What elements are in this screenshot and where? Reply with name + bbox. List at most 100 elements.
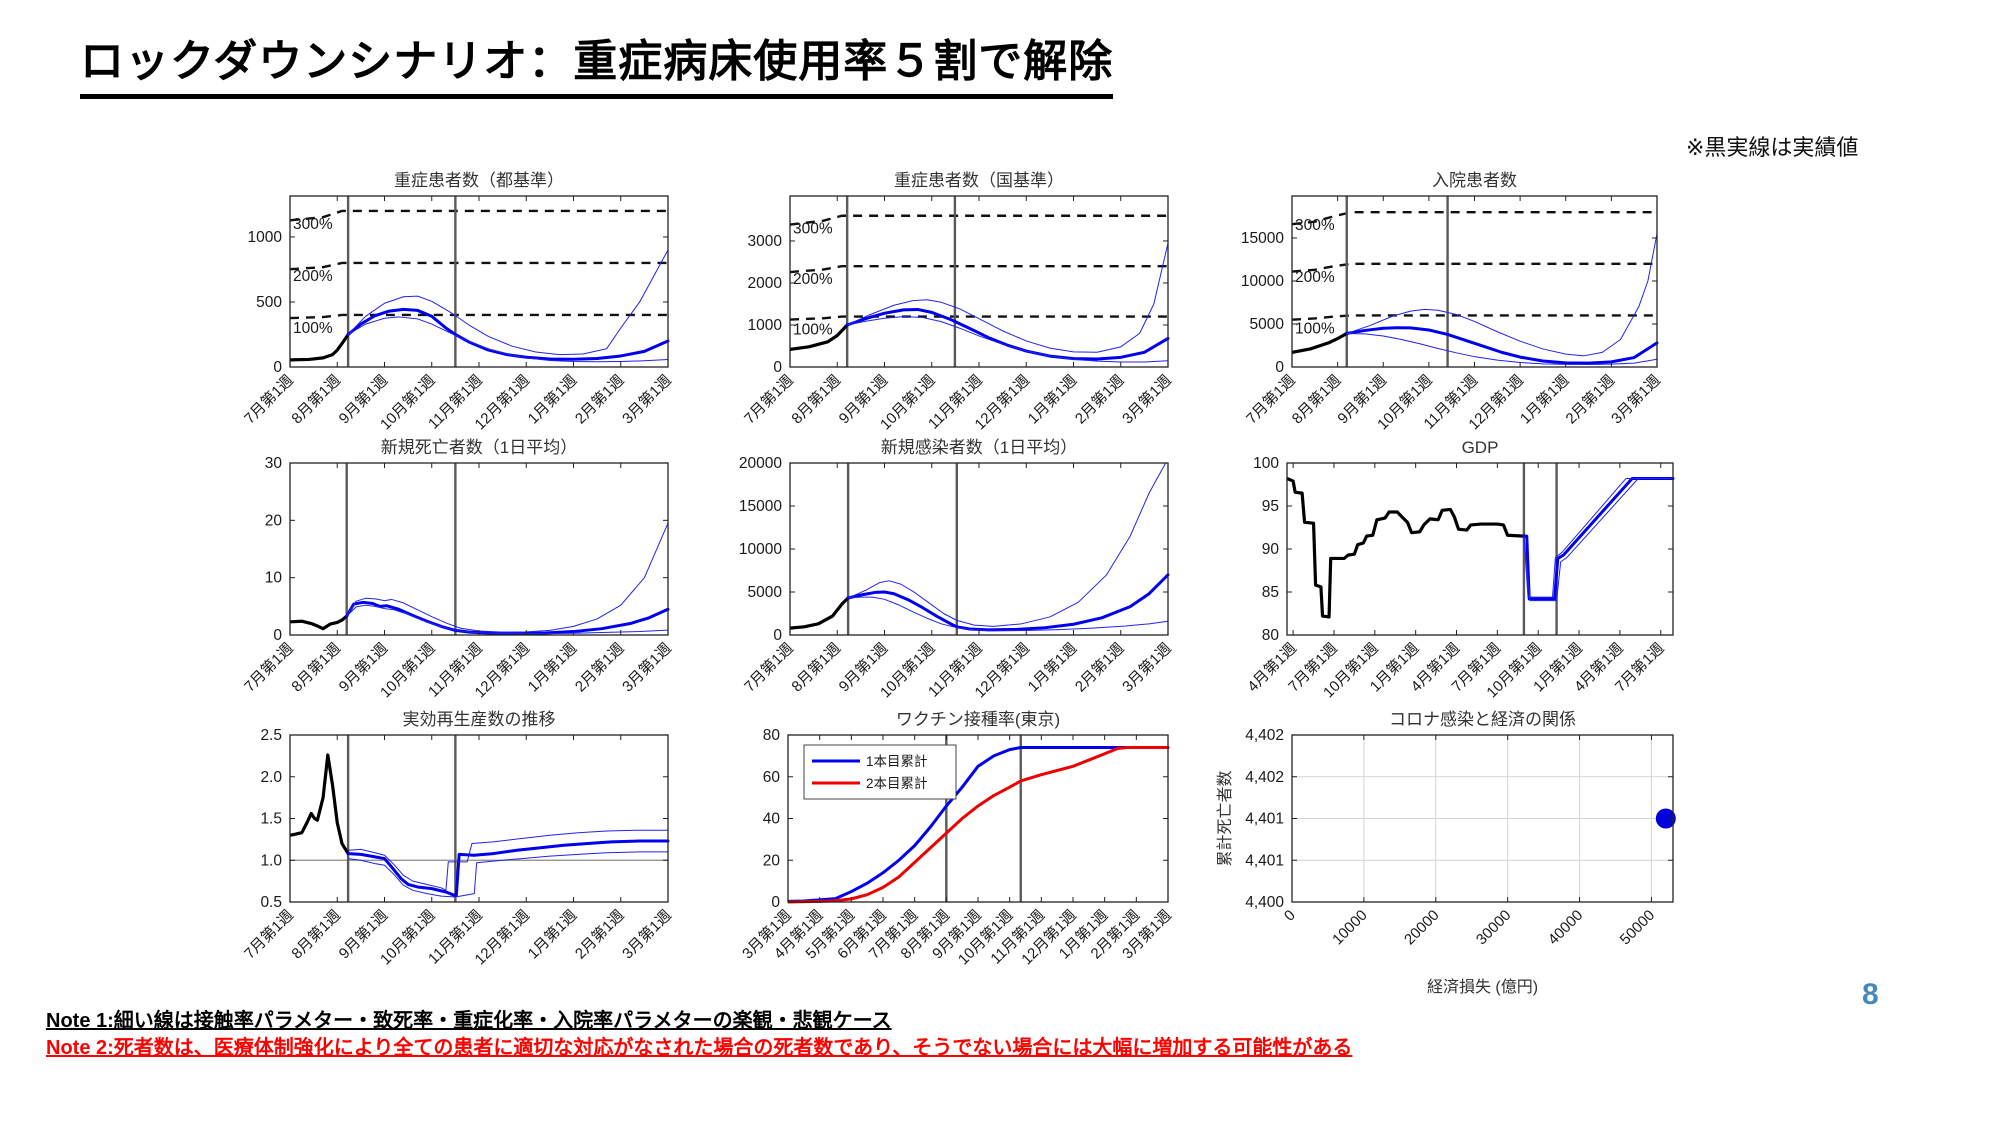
- svg-text:10: 10: [265, 570, 283, 587]
- svg-text:新規死亡者数（1日平均）: 新規死亡者数（1日平均）: [381, 438, 577, 457]
- svg-text:0.5: 0.5: [260, 894, 282, 911]
- note-1: Note 1:細い線は接触率パラメター・致死率・重症化率・入院率パラメターの楽観…: [46, 1010, 892, 1032]
- svg-text:新規感染者数（1日平均）: 新規感染者数（1日平均）: [881, 438, 1077, 457]
- svg-text:200%: 200%: [293, 268, 333, 285]
- svg-text:0: 0: [771, 894, 780, 911]
- svg-text:15000: 15000: [1241, 230, 1284, 247]
- svg-text:4,400: 4,400: [1245, 894, 1284, 911]
- chart-new-deaths-daily-average: 7月第1週 8月第1週 9月第1週 10月第1週 11月第1週 12月第1週 1月第1週 2月…: [190, 433, 690, 735]
- chart-canvas: 100%200%300%7月第1週8月第1週9月第1週10月第1週11月第1週1…: [1241, 171, 1664, 433]
- svg-text:8月第1週: 8月第1週: [788, 371, 844, 427]
- chart-canvas: 3月第1週4月第1週5月第1週6月第1週7月第1週8月第1週9月第1週10月第1…: [738, 710, 1174, 968]
- svg-text:95: 95: [1262, 498, 1279, 515]
- svg-text:500: 500: [256, 294, 282, 311]
- svg-text:8月第1週: 8月第1週: [788, 639, 844, 695]
- svg-text:10000: 10000: [1241, 273, 1284, 290]
- svg-text:1月第1週: 1月第1週: [524, 639, 580, 695]
- svg-text:2月第1週: 2月第1週: [1071, 371, 1127, 427]
- svg-text:累計死亡者数: 累計死亡者数: [1216, 770, 1234, 866]
- svg-text:50000: 50000: [1617, 907, 1659, 949]
- svg-text:8月第1週: 8月第1週: [288, 639, 344, 695]
- svg-text:60: 60: [763, 769, 781, 786]
- svg-text:5000: 5000: [1250, 316, 1285, 333]
- svg-text:0: 0: [773, 359, 782, 376]
- svg-text:1本目累計: 1本目累計: [866, 754, 928, 769]
- svg-text:7月第1週: 7月第1週: [1242, 371, 1298, 427]
- chart-vaccination-rate-tokyo: 3月第1週 4月第1週 5月第1週 6月第1週 7月第1週 8月第1週 9月第1週 10月第1…: [688, 705, 1190, 1002]
- svg-text:2000: 2000: [748, 275, 783, 292]
- svg-text:経済損失 (億円): 経済損失 (億円): [1427, 978, 1538, 996]
- svg-text:重症患者数（都基準）: 重症患者数（都基準）: [394, 171, 564, 190]
- svg-text:3月第1週: 3月第1週: [618, 906, 674, 962]
- svg-text:90: 90: [1262, 541, 1280, 558]
- chart-canvas: 7月第1週8月第1週9月第1週10月第1週11月第1週12月第1週1月第1週2月…: [240, 710, 674, 968]
- svg-text:15000: 15000: [739, 498, 782, 515]
- svg-text:2.0: 2.0: [260, 769, 282, 786]
- svg-text:7月第1週: 7月第1週: [240, 639, 296, 695]
- chart-canvas: 100%200%300%7月第1週8月第1週9月第1週10月第1週11月第1週1…: [240, 171, 674, 433]
- svg-text:200%: 200%: [793, 271, 833, 288]
- svg-text:8月第1週: 8月第1週: [1288, 371, 1344, 427]
- svg-text:実効再生産数の推移: 実効再生産数の推移: [403, 710, 556, 729]
- svg-text:3月第1週: 3月第1週: [1607, 371, 1663, 427]
- svg-text:40: 40: [763, 811, 781, 828]
- chart-hospitalized-patients: 100% 200% 300% 7月第1週 8月第1週 9月第1週 10月第1週 11月第1週 1…: [1192, 166, 1679, 467]
- svg-text:2月第1週: 2月第1週: [571, 371, 627, 427]
- chart-effective-reproduction-number: 7月第1週 8月第1週 9月第1週 10月第1週 11月第1週 12月第1週 1月第1週 2月…: [190, 705, 690, 1002]
- chart-gdp: 4月第1週 7月第1週 10月第1週 1月第1週 4月第1週 7月第1週 10月第1週 1月第…: [1187, 433, 1695, 735]
- svg-text:80: 80: [763, 727, 781, 744]
- svg-text:重症患者数（国基準）: 重症患者数（国基準）: [894, 171, 1064, 190]
- svg-text:GDP: GDP: [1462, 438, 1499, 457]
- svg-text:100: 100: [1253, 455, 1279, 472]
- actual-values-note: ※黒実線は実績値: [1686, 135, 1859, 160]
- chart-canvas: 7月第1週8月第1週9月第1週10月第1週11月第1週12月第1週1月第1週2月…: [739, 438, 1175, 701]
- svg-text:8月第1週: 8月第1週: [288, 371, 344, 427]
- svg-text:4,402: 4,402: [1245, 769, 1284, 786]
- chart-severe-patients-tokyo-standard: 100% 200% 300% 7月第1週 8月第1週 9月第1週 10月第1週 11月第1週 1…: [190, 166, 690, 467]
- chart-corona-vs-economy-scatter: 0 10000 20000 30000 40000 50000 4,400 4,401 4,40…: [1192, 705, 1695, 1002]
- svg-text:3月第1週: 3月第1週: [1118, 639, 1174, 695]
- chart-severe-patients-national-standard: 100% 200% 300% 7月第1週 8月第1週 9月第1週 10月第1週 11月第1週 1…: [690, 166, 1190, 467]
- svg-text:4,402: 4,402: [1245, 727, 1284, 744]
- svg-text:2月第1週: 2月第1週: [571, 639, 627, 695]
- svg-text:コロナ感染と経済の関係: コロナ感染と経済の関係: [1389, 710, 1576, 729]
- svg-text:0: 0: [273, 627, 282, 644]
- page-number: 8: [1862, 978, 1879, 1011]
- svg-text:1.0: 1.0: [260, 852, 282, 869]
- svg-text:20000: 20000: [1401, 907, 1443, 949]
- svg-text:7月第1週: 7月第1週: [740, 371, 796, 427]
- svg-text:10000: 10000: [739, 541, 782, 558]
- svg-text:1月第1週: 1月第1週: [1516, 371, 1572, 427]
- svg-text:7月第1週: 7月第1週: [240, 371, 296, 427]
- svg-text:1000: 1000: [748, 317, 783, 334]
- svg-text:3月第1週: 3月第1週: [1118, 371, 1174, 427]
- svg-text:3月第1週: 3月第1週: [618, 639, 674, 695]
- svg-text:ワクチン接種率(東京): ワクチン接種率(東京): [896, 710, 1060, 729]
- svg-text:30000: 30000: [1473, 907, 1515, 949]
- chart-canvas: 0 10000 20000 30000 40000 500004,4004,4014,40…: [1216, 710, 1676, 996]
- svg-text:10000: 10000: [1329, 907, 1371, 949]
- svg-text:7月第1週: 7月第1週: [740, 639, 796, 695]
- svg-text:300%: 300%: [1295, 217, 1335, 234]
- chart-canvas: 4月第1週7月第1週10月第1週1月第1週4月第1週7月第1週10月第1週1月第…: [1244, 438, 1675, 701]
- slide-title: ロックダウンシナリオ：重症病床使用率５割で解除: [80, 37, 1114, 100]
- svg-text:入院患者数: 入院患者数: [1432, 171, 1517, 190]
- svg-text:1.5: 1.5: [260, 811, 282, 828]
- svg-text:2月第1週: 2月第1週: [571, 906, 627, 962]
- svg-text:7月第1週: 7月第1週: [240, 906, 296, 962]
- svg-text:1000: 1000: [248, 229, 283, 246]
- svg-text:300%: 300%: [793, 221, 833, 238]
- svg-text:5000: 5000: [748, 584, 783, 601]
- svg-text:8月第1週: 8月第1週: [288, 906, 344, 962]
- svg-text:2月第1週: 2月第1週: [1071, 639, 1127, 695]
- svg-text:30: 30: [265, 455, 283, 472]
- svg-text:85: 85: [1262, 584, 1279, 601]
- svg-text:3000: 3000: [748, 233, 783, 250]
- note-2: Note 2:死者数は、医療体制強化により全ての患者に適切な対応がなされた場合の…: [46, 1037, 1353, 1059]
- svg-text:100%: 100%: [793, 322, 833, 339]
- chart-canvas: 7月第1週8月第1週9月第1週10月第1週11月第1週12月第1週1月第1週2月…: [240, 438, 674, 701]
- svg-text:2.5: 2.5: [260, 727, 282, 744]
- chart-new-infections-daily-average: 7月第1週 8月第1週 9月第1週 10月第1週 11月第1週 12月第1週 1月第1週 2月…: [690, 433, 1190, 735]
- svg-text:1月第1週: 1月第1週: [524, 371, 580, 427]
- svg-text:4,401: 4,401: [1245, 811, 1284, 828]
